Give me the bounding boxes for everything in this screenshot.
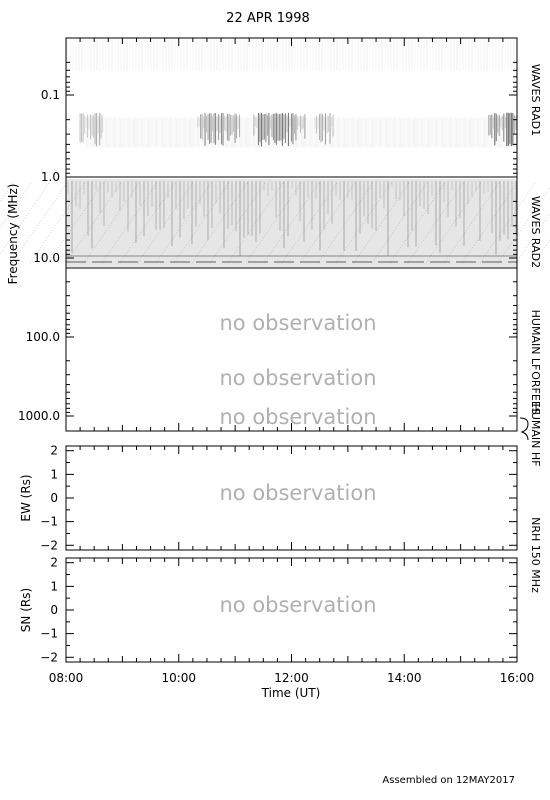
sn-panel: 2 1 0 −1 −2 no observation SN (Rs) <box>19 556 518 664</box>
no-observation-sn: no observation <box>219 593 376 617</box>
rad2-sweep <box>317 182 374 264</box>
no-observation-humain-lf: no observation <box>219 311 376 335</box>
rad2-sweep <box>209 182 266 264</box>
time-tick-label: 12:00 <box>274 671 309 685</box>
rad2-sweep <box>227 182 284 264</box>
spectrum-panel: 0.1 1.0 10.0 100.0 1000.0 no observation no … <box>0 37 550 467</box>
ew-axis-ticks: 2 1 0 −1 −2 <box>40 444 517 552</box>
rad2-sweep <box>191 182 248 264</box>
time-tick-label: 08:00 <box>49 671 84 685</box>
time-tick-label: 14:00 <box>387 671 422 685</box>
rad2-sweep <box>497 186 550 264</box>
rad2-sweep <box>407 182 464 264</box>
rad2-sweep <box>137 182 194 264</box>
time-axis-ticks: 08:00 10:00 12:00 14:00 16:00 <box>49 38 535 685</box>
rad2-sweep <box>263 182 320 264</box>
rad2-sweep <box>173 182 230 264</box>
rad2-sweep <box>65 182 122 264</box>
rad2-sweep <box>299 182 356 264</box>
rad2-sweep <box>371 182 428 264</box>
rs-tick-label: 2 <box>50 556 58 570</box>
label-humain-hf: HUMAIN HF <box>529 404 542 467</box>
humain-hf-bracket <box>519 417 529 441</box>
rad2-sweep <box>101 182 158 264</box>
label-nrh-150: NRH 150 MHz <box>529 517 542 593</box>
rad2-background <box>66 179 517 267</box>
rad2-sweep <box>479 182 536 264</box>
rad2-sweep <box>155 182 212 264</box>
freq-tick-label: 0.1 <box>41 88 60 102</box>
time-tick-label: 16:00 <box>500 671 535 685</box>
plot-title: 22 APR 1998 <box>226 11 310 26</box>
rad2-sweep <box>11 182 68 264</box>
rs-tick-label: −2 <box>40 538 58 552</box>
rad2-sweep <box>389 182 446 264</box>
rad2-sweep <box>0 182 32 229</box>
ew-panel: 2 1 0 −1 −2 no observation EW (Rs) <box>19 444 518 552</box>
rs-tick-label: 0 <box>50 603 58 617</box>
label-waves-rad1: WAVES RAD1 <box>529 64 542 136</box>
label-waves-rad2: WAVES RAD2 <box>529 196 542 268</box>
no-observation-orfees: no observation <box>219 366 376 390</box>
sn-axis-title: SN (Rs) <box>19 588 33 632</box>
rad2-sweep <box>353 182 410 264</box>
freq-tick-label: 1.0 <box>41 170 60 184</box>
rs-tick-label: −1 <box>40 627 58 641</box>
rad2-sweep <box>281 182 338 264</box>
rad2-sweep <box>335 182 392 264</box>
rad2-sweep <box>245 182 302 264</box>
rs-tick-label: 1 <box>50 579 58 593</box>
label-humain-lf: HUMAIN LF <box>529 310 542 371</box>
freq-tick-label: 10.0 <box>33 251 60 265</box>
ew-axis-title: EW (Rs) <box>19 474 33 521</box>
rs-tick-label: 1 <box>50 467 58 481</box>
rs-tick-label: −1 <box>40 515 58 529</box>
label-orfees: ORFEES <box>529 371 542 415</box>
freq-tick-label: 1000.0 <box>18 409 60 423</box>
rs-tick-label: −2 <box>40 650 58 664</box>
rad1-spectrogram <box>66 40 517 148</box>
rad2-sweep <box>0 182 50 256</box>
frequency-axis-title: Frequency (MHz) <box>6 184 20 285</box>
sn-axis-ticks: 2 1 0 −1 −2 <box>40 556 517 664</box>
rad2-sweep <box>443 182 500 264</box>
frequency-axis-ticks: 0.1 1.0 10.0 100.0 1000.0 <box>18 88 517 423</box>
rad2-sweep <box>119 182 176 264</box>
rad2-sweep <box>425 182 482 264</box>
assembled-footer: Assembled on 12MAY2017 <box>382 775 515 786</box>
rs-tick-label: 0 <box>50 491 58 505</box>
rad2-sweep <box>461 182 518 264</box>
rad2-sweep <box>83 182 140 264</box>
rad2-sweep <box>47 182 104 264</box>
time-axis-title: Time (UT) <box>261 686 321 700</box>
rad2-sweep <box>515 212 550 264</box>
rad2-spectrogram <box>0 179 550 267</box>
time-tick-label: 10:00 <box>161 671 196 685</box>
rs-tick-label: 2 <box>50 444 58 458</box>
no-observation-ew: no observation <box>219 481 376 505</box>
rad2-sweep <box>29 182 86 264</box>
frequency-minor-ticks <box>66 61 517 413</box>
no-observation-humain-hf: no observation <box>219 405 376 429</box>
freq-tick-label: 100.0 <box>26 330 60 344</box>
